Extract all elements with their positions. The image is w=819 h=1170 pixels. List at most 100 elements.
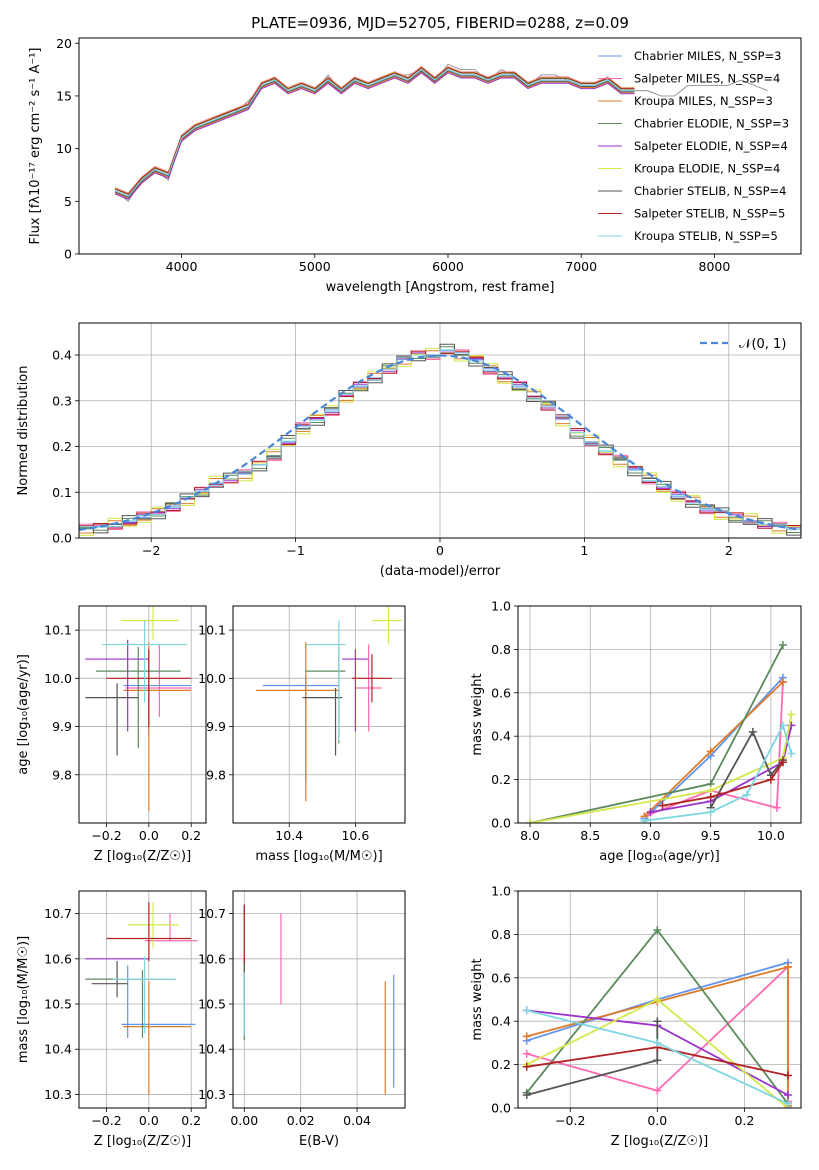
x-tick-label: 10.6 [341, 828, 369, 843]
x-tick-label: 5000 [299, 259, 331, 274]
legend-entry: Kroupa ELODIE, N_SSP=4 [634, 162, 780, 176]
residuals-plot-area [79, 343, 801, 536]
age_vs_Z-panel: −0.2 0.0 0.2 9.8 9.9 10.0 10.1 Z [log₁₀(Z/Z☉)] a… [16, 605, 207, 864]
model-spectrum-line [114, 71, 635, 199]
age_vs_mass-plot-area [256, 606, 402, 802]
y-tick-label: 10.6 [198, 951, 226, 966]
y-axis-label: mass [log₁₀(M/M☉)] [16, 936, 31, 1063]
weight-point-marker [772, 803, 781, 812]
mass_weight_vs_age-plot-area [526, 641, 796, 823]
y-tick-label: 0.2 [491, 1057, 511, 1072]
y-axis-label: mass weight [470, 958, 485, 1040]
legend-entry: Chabrier MILES, N_SSP=3 [634, 49, 781, 63]
x-tick-label: 4000 [166, 259, 198, 274]
figure-title: PLATE=0936, MJD=52705, FIBERID=0288, z=0… [251, 14, 629, 32]
x-tick-label: 0.00 [230, 1113, 258, 1128]
y-tick-label: 1.0 [491, 884, 511, 899]
y-tick-label: 10.1 [198, 623, 226, 638]
weight-point-marker [706, 747, 715, 756]
x-tick-label: 8.0 [520, 828, 540, 843]
y-tick-label: 0.1 [52, 485, 72, 500]
mass_vs_EBV-plot-area [243, 904, 395, 1095]
weight-point-marker [646, 808, 655, 817]
mass_vs_Z-plot-area [85, 902, 198, 1095]
weight-point-marker [526, 819, 535, 823]
legend-entry: Kroupa MILES, N_SSP=3 [634, 94, 773, 108]
y-axis-label: Flux [fλ10⁻¹⁷ erg cm⁻² s⁻¹ A⁻¹] [28, 48, 43, 245]
x-axis-label: mass [log₁₀(M/M☉)] [255, 849, 382, 864]
weight-point-marker [748, 727, 757, 736]
weight-point-marker [783, 1090, 792, 1099]
mass_weight_vs_Z-plot-area [522, 926, 792, 1108]
weight-series-line [709, 729, 784, 809]
normal-curve [79, 354, 801, 532]
y-tick-label: 10.6 [44, 951, 72, 966]
y-tick-label: 15 [56, 88, 72, 103]
x-axis-label: wavelength [Angstrom, rest frame] [326, 280, 555, 295]
y-tick-label: 10.3 [198, 1087, 226, 1102]
y-tick-label: 0.4 [52, 348, 72, 363]
legend-entry: Salpeter MILES, N_SSP=4 [634, 72, 780, 86]
x-tick-label: 0 [436, 543, 444, 558]
weight-point-marker [783, 962, 792, 971]
weight-series-line [662, 761, 784, 807]
weight-point-marker [787, 710, 796, 719]
axes-frame [232, 605, 406, 824]
weight-point-marker [778, 641, 787, 650]
axes-frame [78, 37, 802, 255]
x-tick-label: 0.02 [287, 1113, 315, 1128]
x-tick-label: 0.0 [139, 828, 159, 843]
x-tick-label: 0.2 [181, 828, 201, 843]
x-tick-label: 0.2 [734, 1113, 754, 1128]
model-spectrum-line [114, 68, 635, 197]
x-tick-label: 0.2 [181, 1113, 201, 1128]
y-tick-label: 1.0 [491, 599, 511, 614]
axes-frame [78, 890, 207, 1109]
x-tick-label: 6000 [432, 259, 464, 274]
weight-point-marker [783, 1071, 792, 1080]
residuals-panel: −2 −1 0 1 2 0.0 0.1 0.2 0.3 0.4 (data-model)/error… [16, 322, 802, 579]
y-tick-label: 10.7 [44, 906, 72, 921]
y-tick-label: 10.7 [198, 906, 226, 921]
y-tick-label: 0.4 [491, 729, 511, 744]
x-tick-label: 10.4 [275, 828, 303, 843]
y-tick-label: 0.6 [491, 685, 511, 700]
x-tick-label: 0.0 [647, 1113, 667, 1128]
x-tick-label: −0.2 [555, 1113, 585, 1128]
x-axis-label: Z [log₁₀(Z/Z☉)] [94, 1134, 191, 1149]
weight-point-marker [787, 749, 796, 758]
x-tick-label: 9.5 [701, 828, 721, 843]
legend-entry: Chabrier STELIB, N_SSP=4 [634, 184, 786, 198]
weight-point-marker [522, 1006, 531, 1015]
x-tick-label: −0.2 [91, 828, 121, 843]
weight-point-marker [653, 1086, 662, 1095]
y-tick-label: 0 [64, 247, 72, 262]
legend-entry: Salpeter STELIB, N_SSP=5 [634, 207, 785, 221]
x-tick-label: 8.5 [580, 828, 600, 843]
weight-point-marker [783, 1099, 792, 1108]
x-axis-label: Z [log₁₀(Z/Z☉)] [94, 849, 191, 864]
x-tick-label: 1 [580, 543, 588, 558]
weight-point-marker [522, 1032, 531, 1041]
legend-entry: Salpeter ELODIE, N_SSP=4 [634, 139, 788, 153]
x-tick-label: 7000 [565, 259, 597, 274]
y-tick-label: 9.9 [52, 719, 72, 734]
weight-point-marker [778, 677, 787, 686]
weight-point-marker [742, 790, 751, 799]
age_vs_mass-panel: 10.4 10.6 9.8 9.9 10.0 10.1 mass [log₁₀(M/M☉)] [198, 605, 406, 864]
x-tick-label: 2 [725, 543, 733, 558]
weight-series-line [650, 725, 793, 813]
legend-entry: 𝒩(0, 1) [739, 337, 786, 352]
x-axis-label: (data-model)/error [380, 564, 501, 579]
mass_weight_vs_Z-panel: −0.2 0.0 0.2 0.0 0.2 0.4 0.6 0.8 1.0 Z [log₁₀(Z/Z… [470, 884, 802, 1149]
weight-point-marker [640, 816, 649, 823]
y-tick-label: 0.2 [491, 772, 511, 787]
y-tick-label: 9.9 [206, 719, 226, 734]
weight-point-marker [653, 1038, 662, 1047]
residual-histogram [79, 349, 801, 530]
weight-point-marker [658, 801, 667, 810]
x-tick-label: 9.0 [641, 828, 661, 843]
weight-series-line [526, 965, 789, 1106]
weight-point-marker [778, 758, 787, 767]
